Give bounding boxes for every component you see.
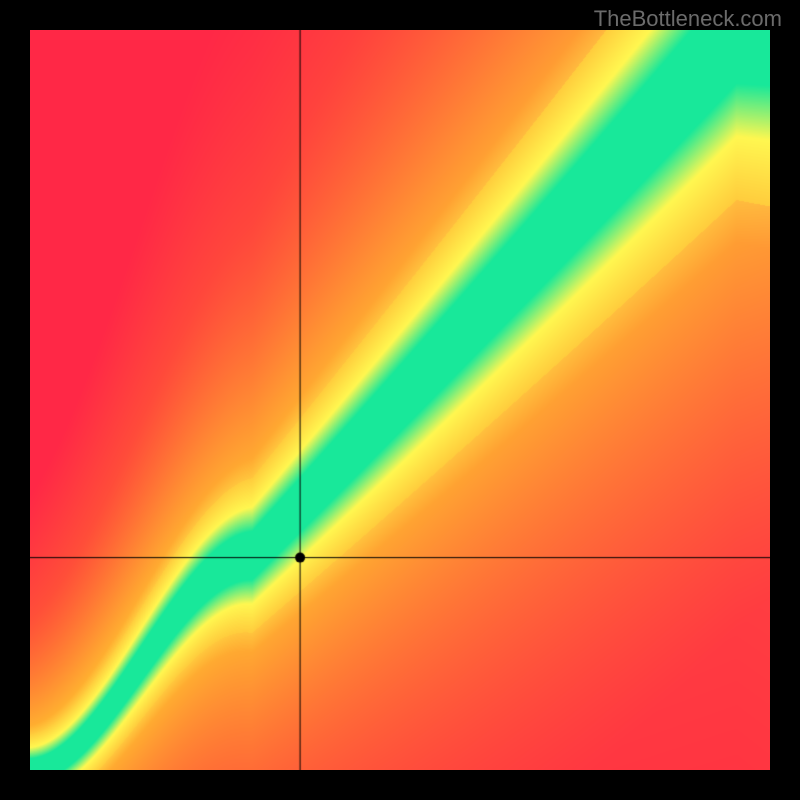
chart-container: TheBottleneck.com (0, 0, 800, 800)
heatmap-canvas (30, 30, 770, 770)
plot-area (30, 30, 770, 770)
watermark-text: TheBottleneck.com (594, 6, 782, 32)
